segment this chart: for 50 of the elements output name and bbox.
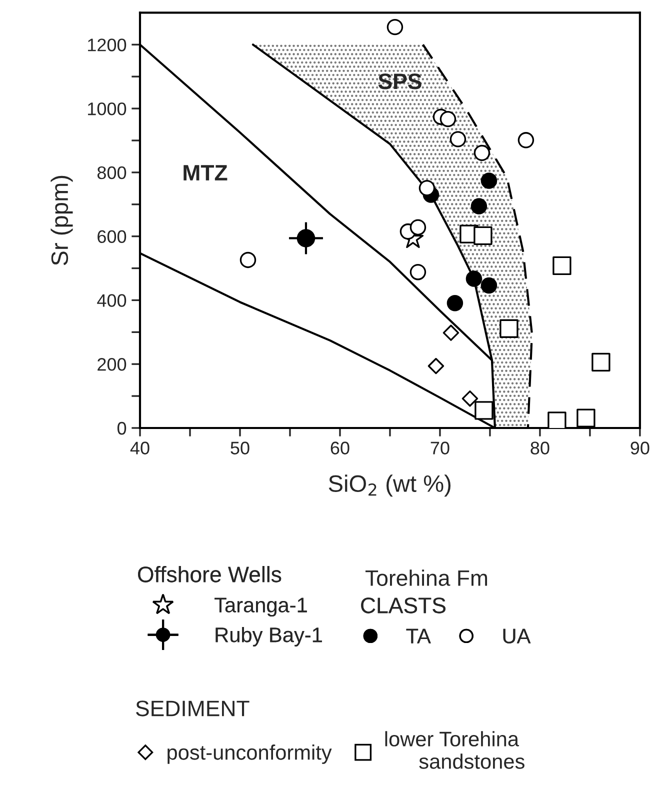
legend-label: TA: [406, 628, 431, 644]
x-tick-label: 40: [130, 442, 150, 454]
point: [518, 132, 534, 148]
point: [474, 144, 490, 162]
y-tick-label: 1200: [88, 38, 126, 52]
point: [440, 110, 456, 128]
point: [470, 198, 488, 214]
y-tick-label: 800: [97, 166, 126, 180]
y-tick-label: 1000: [88, 102, 126, 116]
point: [480, 172, 498, 189]
point: [552, 256, 572, 276]
point: [592, 352, 610, 372]
text: SEDIMENT: [136, 700, 250, 716]
point: [418, 180, 436, 196]
point: [462, 390, 478, 407]
point: [446, 294, 464, 312]
point: [428, 358, 444, 374]
x-tick-label: 60: [330, 442, 350, 454]
legend-label: Ruby Bay-1: [216, 626, 322, 646]
x-tick-label: 70: [430, 442, 450, 454]
point: [450, 131, 466, 148]
point: [240, 252, 256, 268]
x-tick-label: 80: [530, 442, 550, 454]
point: [410, 264, 426, 280]
legend-label: post-unconformity: [168, 744, 332, 764]
y-axis-title: Sr (ppm): [50, 176, 73, 266]
point: [410, 219, 426, 236]
point: [386, 18, 404, 36]
y-tick-label: 200: [98, 358, 126, 371]
legend-label: UA: [503, 628, 531, 644]
text: CLASTS: [361, 598, 446, 614]
point: [500, 319, 518, 338]
y-tick-label: 600: [98, 230, 126, 244]
annotation: MTZ: [184, 165, 228, 180]
x-axis-title: SiO$_{2}$ (wt %): [328, 474, 450, 497]
point: [442, 324, 460, 341]
text: Torehina Fm: [366, 570, 488, 586]
y-tick-label: 0: [117, 422, 126, 435]
point: [480, 277, 498, 294]
legend-label: Taranga-1: [214, 598, 307, 617]
point: [474, 401, 494, 420]
x-tick-label: 50: [230, 442, 250, 454]
point: [466, 270, 482, 287]
text: Offshore Wells: [138, 566, 282, 582]
y-tick-label: 400: [97, 294, 126, 307]
x-tick-label: 90: [630, 442, 650, 454]
point: [296, 229, 316, 248]
point: [576, 408, 596, 428]
point: [474, 226, 492, 246]
legend-label: lower Torehina sandstones: [385, 731, 524, 769]
